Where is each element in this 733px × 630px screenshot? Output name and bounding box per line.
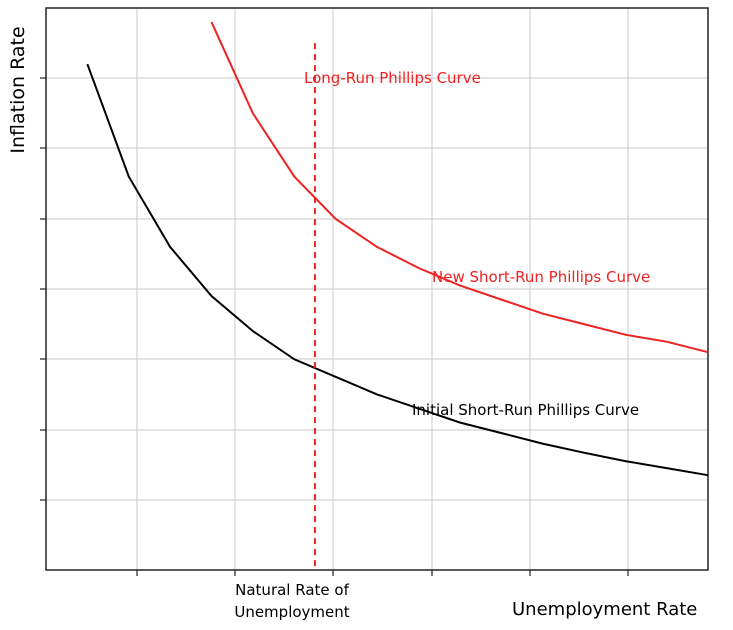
natural-rate-label-line1: Natural Rate of (235, 581, 349, 599)
new-short-run-phillips-curve-label: New Short-Run Phillips Curve (432, 268, 650, 286)
initial-short-run-phillips-curve-label: Initial Short-Run Phillips Curve (412, 401, 639, 419)
new-short-run-phillips-curve (210, 21, 709, 354)
long-run-phillips-curve-label: Long-Run Phillips Curve (304, 69, 481, 87)
series-lines (86, 21, 709, 570)
initial-short-run-phillips-curve (86, 63, 709, 477)
natural-rate-label-line2: Unemployment (234, 603, 349, 621)
ticks (40, 77, 629, 576)
grid (46, 8, 708, 570)
x-axis-label: Unemployment Rate (512, 599, 697, 620)
y-axis-label: Inflation Rate (7, 26, 29, 153)
